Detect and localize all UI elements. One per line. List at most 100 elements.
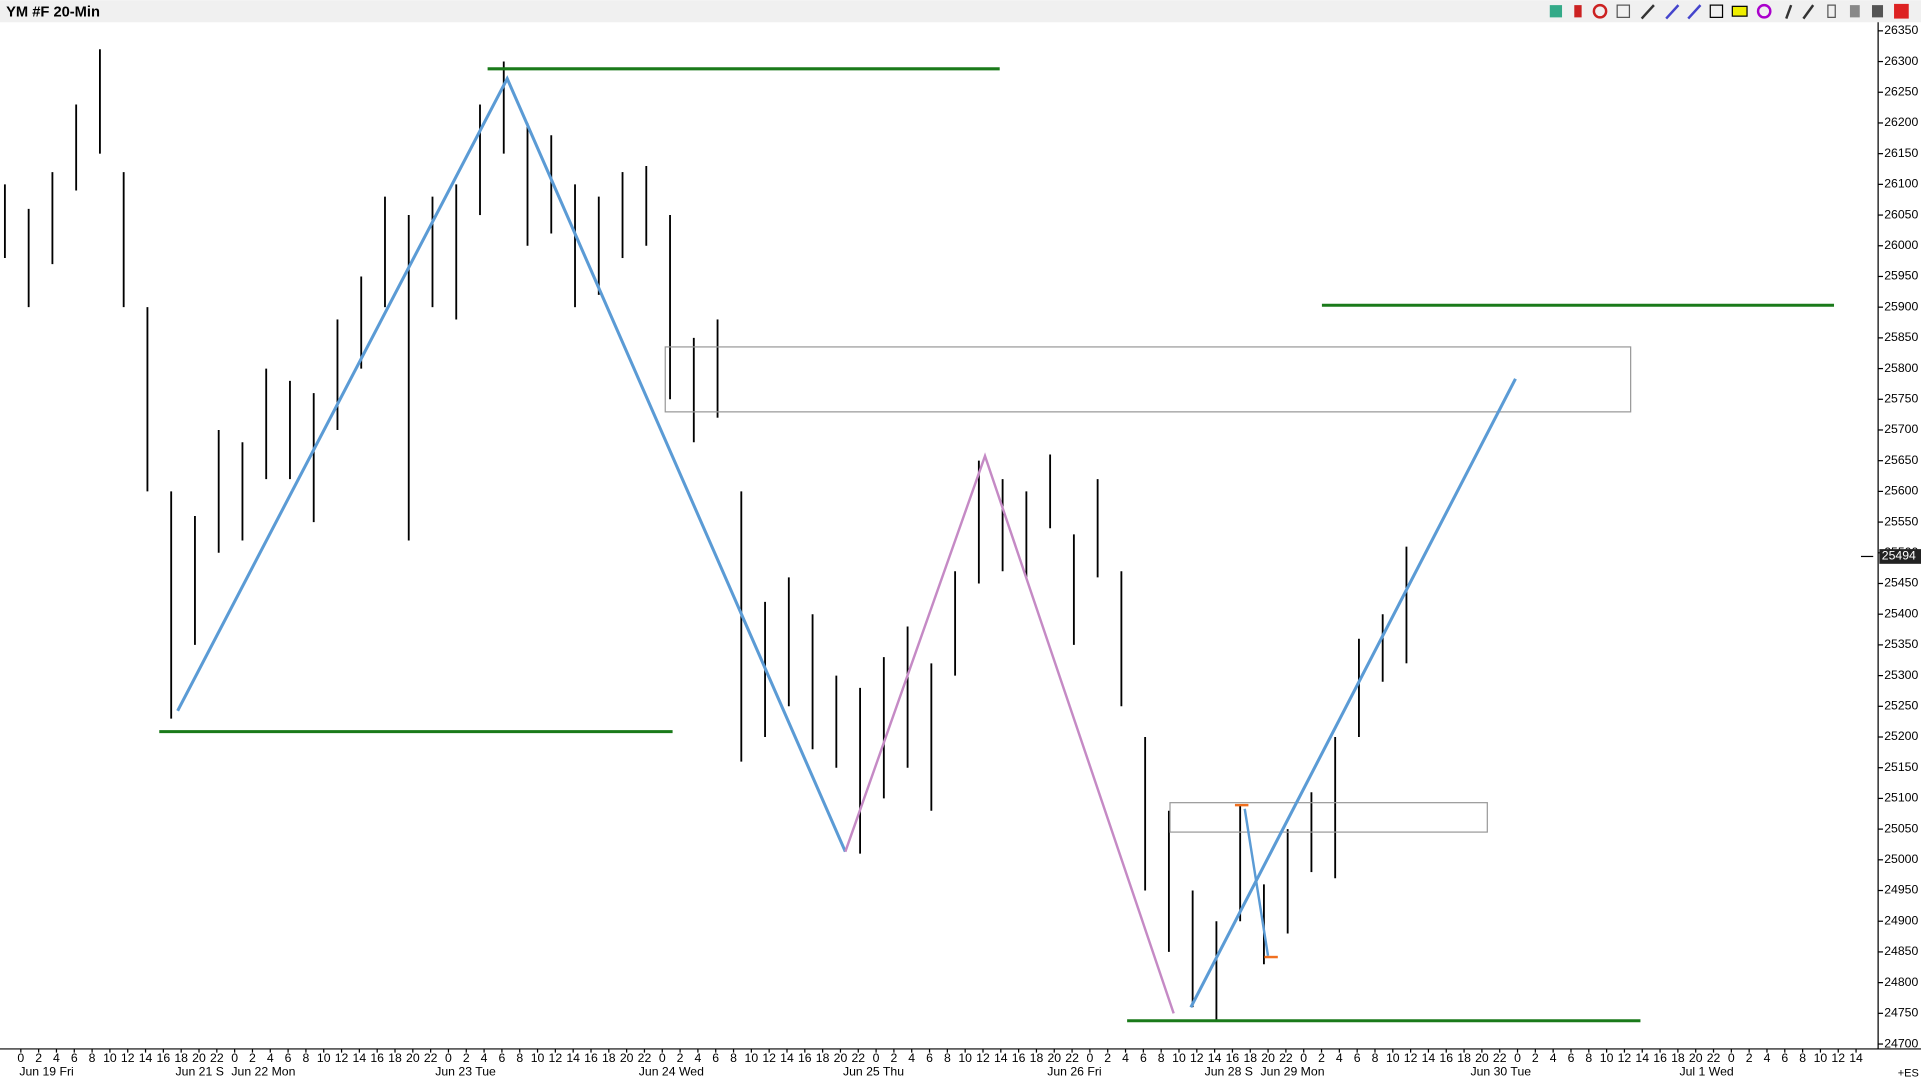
x-hour-label: 22 — [638, 1051, 652, 1065]
y-tick-label: 25250 — [1884, 699, 1918, 713]
y-tick-label: 26100 — [1884, 177, 1918, 191]
x-hour-label: 2 — [1104, 1051, 1111, 1065]
x-hour-label: 12 — [762, 1051, 776, 1065]
corner-note: +ES — [1898, 1067, 1919, 1079]
x-hour-label: 10 — [317, 1051, 331, 1065]
x-hour-label: 10 — [103, 1051, 117, 1065]
x-hour-label: 22 — [851, 1051, 865, 1065]
x-hour-label: 8 — [1799, 1051, 1806, 1065]
x-hour-label: 4 — [908, 1051, 915, 1065]
tool-icon[interactable] — [1709, 4, 1724, 18]
x-hour-label: 6 — [1140, 1051, 1147, 1065]
x-hour-label: 8 — [1585, 1051, 1592, 1065]
y-tick-label: 26200 — [1884, 115, 1918, 129]
x-hour-label: 0 — [231, 1051, 238, 1065]
x-date-label: Jul 1 Wed — [1679, 1064, 1733, 1078]
x-hour-label: 18 — [1671, 1051, 1685, 1065]
y-tick-label: 25000 — [1884, 852, 1918, 866]
x-hour-label: 18 — [816, 1051, 830, 1065]
tool-icon[interactable] — [1592, 3, 1608, 19]
x-date-label: Jun 29 Mon — [1261, 1064, 1325, 1078]
toolbar[interactable] — [1549, 3, 1909, 20]
tool-icon[interactable] — [1687, 4, 1702, 20]
y-tick-label: 25550 — [1884, 514, 1918, 528]
trend-line — [1189, 378, 1517, 1008]
x-hour-label: 12 — [549, 1051, 563, 1065]
tool-icon[interactable] — [1731, 5, 1748, 17]
y-tick-label: 24700 — [1884, 1036, 1918, 1050]
x-hour-label: 4 — [694, 1051, 701, 1065]
x-hour-label: 6 — [712, 1051, 719, 1065]
x-hour-label: 16 — [1226, 1051, 1240, 1065]
x-hour-label: 22 — [1493, 1051, 1507, 1065]
tool-icon[interactable] — [1574, 5, 1582, 18]
x-date-label: Jun 24 Wed — [639, 1064, 704, 1078]
zigzag-line — [844, 452, 1175, 1014]
title-bar — [0, 0, 1921, 23]
y-tick-label: 25950 — [1884, 269, 1918, 283]
tool-icon[interactable] — [1665, 4, 1680, 20]
chart-title: YM #F 20-Min — [6, 4, 100, 20]
x-hour-label: 14 — [139, 1051, 153, 1065]
x-hour-label: 12 — [1831, 1051, 1845, 1065]
x-hour-label: 14 — [1422, 1051, 1436, 1065]
y-tick-label: 24900 — [1884, 913, 1918, 927]
last-price-label: 25494 — [1882, 549, 1916, 563]
tool-icon[interactable] — [1756, 3, 1772, 19]
x-hour-label: 12 — [121, 1051, 135, 1065]
x-hour-label: 20 — [192, 1051, 206, 1065]
y-tick-label: 25700 — [1884, 422, 1918, 436]
swing-line — [1243, 808, 1270, 957]
x-hour-label: 14 — [566, 1051, 580, 1065]
y-tick-label: 25100 — [1884, 791, 1918, 805]
x-hour-label: 2 — [463, 1051, 470, 1065]
tool-icon[interactable] — [1827, 4, 1836, 18]
x-hour-label: 20 — [1047, 1051, 1061, 1065]
x-hour-label: 2 — [677, 1051, 684, 1065]
x-hour-label: 0 — [17, 1051, 24, 1065]
y-tick-label: 25850 — [1884, 330, 1918, 344]
x-hour-label: 14 — [1849, 1051, 1863, 1065]
tool-icon[interactable] — [1802, 4, 1815, 20]
x-hour-label: 14 — [1208, 1051, 1222, 1065]
tool-icon[interactable] — [1549, 5, 1563, 18]
tool-icon[interactable] — [1785, 4, 1793, 20]
x-hour-label: 6 — [926, 1051, 933, 1065]
x-hour-label: 20 — [834, 1051, 848, 1065]
x-hour-label: 16 — [1012, 1051, 1026, 1065]
tool-icon[interactable] — [1616, 4, 1631, 18]
x-hour-label: 6 — [1568, 1051, 1575, 1065]
x-hour-label: 10 — [958, 1051, 972, 1065]
x-hour-label: 16 — [1439, 1051, 1453, 1065]
tool-icon[interactable] — [1849, 5, 1860, 18]
y-tick-label: 25400 — [1884, 606, 1918, 620]
x-hour-label: 22 — [1707, 1051, 1721, 1065]
x-hour-label: 2 — [1318, 1051, 1325, 1065]
x-hour-label: 4 — [1550, 1051, 1557, 1065]
x-hour-label: 16 — [157, 1051, 171, 1065]
x-hour-label: 0 — [1300, 1051, 1307, 1065]
y-tick-label: 24950 — [1884, 883, 1918, 897]
x-hour-label: 2 — [1746, 1051, 1753, 1065]
x-date-label: Jun 21 S — [176, 1064, 224, 1078]
x-hour-label: 4 — [481, 1051, 488, 1065]
x-hour-label: 2 — [35, 1051, 42, 1065]
x-date-label: Jun 23 Tue — [435, 1064, 496, 1078]
x-hour-label: 4 — [1336, 1051, 1343, 1065]
close-button[interactable] — [1894, 3, 1909, 19]
x-date-label: Jun 26 Fri — [1047, 1064, 1101, 1078]
tool-icon[interactable] — [1871, 5, 1884, 18]
x-hour-label: 4 — [1764, 1051, 1771, 1065]
x-hour-label: 0 — [873, 1051, 880, 1065]
x-hour-label: 12 — [1618, 1051, 1632, 1065]
y-tick-label: 26000 — [1884, 238, 1918, 252]
x-hour-label: 6 — [498, 1051, 505, 1065]
y-tick-label: 25150 — [1884, 760, 1918, 774]
zone-box — [664, 346, 1632, 413]
x-hour-label: 12 — [1404, 1051, 1418, 1065]
x-date-label: Jun 19 Fri — [19, 1064, 73, 1078]
tool-icon[interactable] — [1640, 4, 1655, 20]
y-tick-label: 24850 — [1884, 944, 1918, 958]
x-hour-label: 2 — [890, 1051, 897, 1065]
